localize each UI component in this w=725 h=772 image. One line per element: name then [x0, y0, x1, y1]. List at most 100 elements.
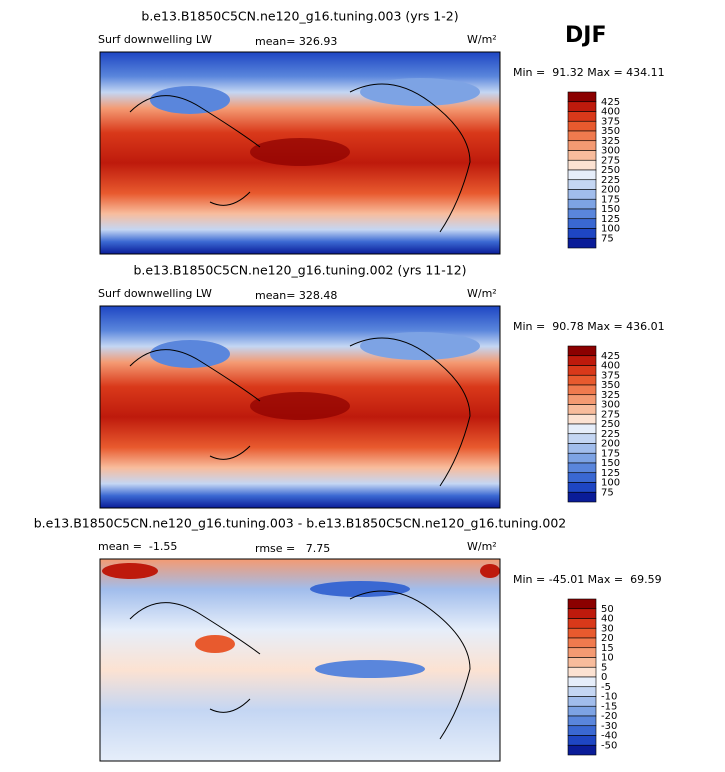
colorbar-label: 200: [601, 439, 620, 450]
colorbar-box: [567, 101, 597, 112]
map-frame: [99, 51, 501, 255]
colorbar-label: 300: [601, 400, 620, 411]
coastline: [129, 83, 471, 233]
map-field: [100, 559, 500, 761]
season-label: DJF: [565, 23, 606, 48]
anomaly: [315, 660, 425, 678]
left-label: Surf downwelling LW: [98, 287, 212, 300]
cold-region: [150, 86, 230, 114]
colorbar-box: [567, 657, 597, 668]
colorbar-box: [567, 394, 597, 405]
colorbar-label: 275: [601, 409, 620, 420]
colorbar-box: [567, 627, 597, 639]
coastline: [129, 337, 471, 487]
colorbar-box: [567, 462, 597, 474]
colorbar-label: 225: [601, 175, 620, 186]
colorbar-label: 150: [601, 204, 620, 215]
left-label: Surf downwelling LW: [98, 33, 212, 46]
colorbar-label: 375: [601, 116, 620, 127]
colorbar-label: 175: [601, 194, 620, 205]
anomaly: [480, 564, 500, 578]
colorbar-label: 425: [601, 351, 620, 362]
colorbar-label: 300: [601, 146, 620, 157]
colorbar-box: [567, 384, 597, 396]
min-max: Min = -45.01 Max = 69.59: [513, 573, 662, 586]
units: W/m²: [467, 287, 497, 300]
colorbar-label: -5: [601, 682, 611, 693]
colorbar-box: [567, 452, 597, 464]
colorbar-box: [567, 676, 597, 688]
colorbar-box: [567, 120, 597, 132]
colorbar-box: [567, 618, 597, 629]
map-frame: [99, 305, 501, 509]
colorbar-box: [567, 433, 597, 444]
colorbar-label: 125: [601, 214, 620, 225]
colorbar-box: [567, 169, 597, 181]
colorbar-label: 325: [601, 136, 620, 147]
colorbar-label: -40: [601, 731, 617, 742]
panel-title: b.e13.B1850C5CN.ne120_g16.tuning.003 - b…: [34, 516, 567, 531]
cold-region: [360, 78, 480, 106]
warm-region: [250, 392, 350, 420]
left-label: mean = -1.55: [98, 540, 177, 553]
colorbar-label: 0: [601, 672, 607, 683]
colorbar-label: 350: [601, 380, 620, 391]
colorbar-box: [567, 686, 597, 697]
cold-region: [360, 332, 480, 360]
colorbar-label: 15: [601, 643, 614, 654]
colorbar-box: [567, 705, 597, 717]
colorbar-label: 200: [601, 185, 620, 196]
colorbar-box: [567, 735, 597, 746]
colorbar-label: 75: [601, 233, 614, 244]
colorbar-label: 100: [601, 478, 620, 489]
colorbar-label: 50: [601, 604, 614, 615]
colorbar-box: [567, 345, 597, 357]
colorbar-box: [567, 647, 597, 658]
anomaly: [310, 581, 410, 597]
units: W/m²: [467, 33, 497, 46]
map-frame: [99, 558, 501, 762]
colorbar-label: 10: [601, 653, 614, 664]
colorbar-box: [567, 637, 597, 649]
colorbar-box: [567, 365, 597, 376]
colorbar-box: [567, 150, 597, 161]
colorbar-label: -50: [601, 740, 617, 751]
colorbar-box: [567, 208, 597, 220]
colorbar-box: [567, 443, 597, 454]
colorbar-box: [567, 91, 597, 103]
colorbar-box: [567, 111, 597, 122]
center-label: mean= 326.93: [255, 35, 337, 48]
panel-title: b.e13.B1850C5CN.ne120_g16.tuning.002 (yr…: [133, 263, 466, 278]
panel-title: b.e13.B1850C5CN.ne120_g16.tuning.003 (yr…: [141, 9, 458, 24]
center-label: rmse = 7.75: [255, 542, 330, 555]
min-max: Min = 91.32 Max = 434.11: [513, 66, 665, 79]
colorbar-box: [567, 413, 597, 425]
colorbar-box: [567, 696, 597, 707]
colorbar-box: [567, 237, 597, 249]
colorbar-label: 125: [601, 468, 620, 479]
colorbar-label: 400: [601, 361, 620, 372]
colorbar-box: [567, 218, 597, 229]
colorbar-box: [567, 715, 597, 727]
colorbar-box: [567, 404, 597, 415]
colorbar-label: 425: [601, 97, 620, 108]
colorbar-box: [567, 725, 597, 736]
colorbar-box: [567, 189, 597, 200]
colorbar-label: 350: [601, 126, 620, 137]
min-max: Min = 90.78 Max = 436.01: [513, 320, 665, 333]
colorbar-label: 175: [601, 448, 620, 459]
colorbar-box: [567, 374, 597, 386]
anomaly: [195, 635, 235, 653]
colorbar-label: 375: [601, 370, 620, 381]
colorbar-box: [567, 608, 597, 619]
colorbar-label: 150: [601, 458, 620, 469]
colorbar-label: 75: [601, 487, 614, 498]
units: W/m²: [467, 540, 497, 553]
colorbar-box: [567, 744, 597, 756]
colorbar-label: 400: [601, 107, 620, 118]
center-label: mean= 328.48: [255, 289, 337, 302]
colorbar-label: 275: [601, 155, 620, 166]
colorbar-box: [567, 472, 597, 483]
colorbar-label: 250: [601, 165, 620, 176]
colorbar-label: 20: [601, 633, 614, 644]
